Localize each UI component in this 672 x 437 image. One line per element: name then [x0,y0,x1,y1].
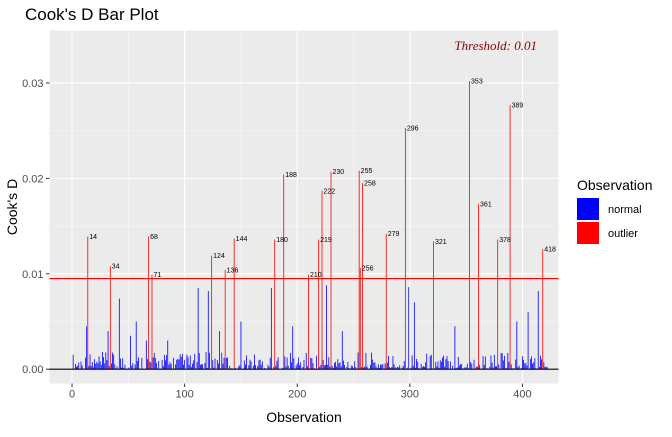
outlier-label-418: 418 [544,246,556,253]
outlier-label-188: 188 [285,172,297,179]
plot-panel [49,30,559,384]
outlier-label-219: 219 [320,237,332,244]
outlier-label-71: 71 [153,272,161,279]
outlier-label-296: 296 [407,125,419,132]
x-axis-title: Observation [266,409,341,425]
outlier-bars [87,81,544,370]
outlier-label-389: 389 [512,102,524,109]
outlier-label-222: 222 [324,188,336,195]
outlier-label-258: 258 [364,181,376,188]
y-axis: 0.00 0.01 0.02 0.03 [22,78,50,376]
outlier-label-361: 361 [480,202,492,209]
x-tick-label: 0 [69,389,75,401]
legend-title: Observation [577,177,652,193]
outlier-label-14: 14 [89,234,97,241]
outlier-label-279: 279 [388,231,400,238]
outlier-label-210: 210 [310,272,322,279]
x-tick-label: 200 [288,389,306,401]
threshold-label: Threshold: 0.01 [454,38,537,53]
outlier-label-255: 255 [361,168,373,175]
y-tick-label: 0.00 [22,364,43,376]
outlier-label-136: 136 [227,267,239,274]
outlier-label-144: 144 [236,236,248,243]
outlier-label-256: 256 [362,266,374,273]
y-tick-label: 0.03 [22,78,43,90]
x-tick-label: 100 [175,389,193,401]
y-axis-title: Cook's D [4,179,20,235]
outlier-label-34: 34 [112,264,120,271]
gridlines [49,30,559,384]
outlier-label-230: 230 [333,169,345,176]
x-tick-label: 300 [401,389,419,401]
legend-key-normal [577,198,599,220]
outlier-label-321: 321 [435,239,447,246]
legend-key-outlier [577,222,599,244]
outlier-label-68: 68 [150,234,158,241]
x-tick-label: 400 [513,389,531,401]
legend-label-normal: normal [608,204,642,216]
outlier-label-180: 180 [276,237,288,244]
y-tick-label: 0.01 [22,269,43,281]
y-tick-label: 0.02 [22,173,43,185]
outlier-label-124: 124 [213,253,225,260]
x-axis: 0 100 200 300 400 [69,383,532,401]
outlier-label-378: 378 [499,237,511,244]
legend-label-outlier: outlier [608,228,638,240]
outlier-label-353: 353 [471,79,483,86]
chart-title: Cook's D Bar Plot [25,5,159,24]
legend: Observation normal outlier [577,177,652,244]
